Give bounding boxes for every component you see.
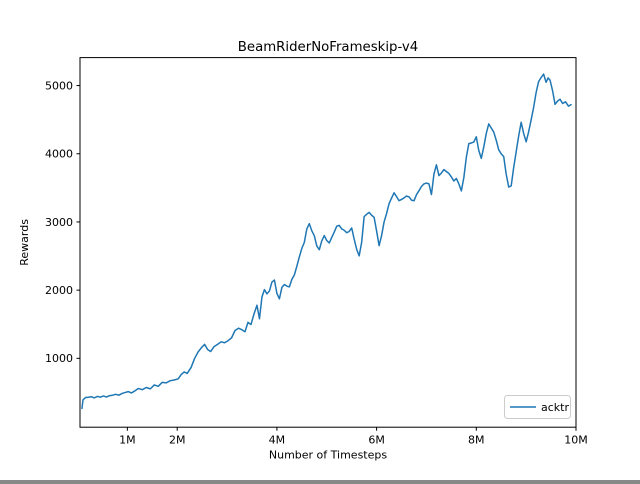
x-tick-label: 2M	[169, 433, 186, 446]
y-tick-label: 4000	[45, 148, 73, 161]
y-tick-label: 1000	[45, 352, 73, 365]
plot-frame	[79, 57, 577, 428]
reward-line-acktr	[81, 73, 572, 410]
x-axis-ticks: 1M 2M 4M 6M 8M 10M	[119, 427, 588, 446]
x-tick-label: 8M	[468, 433, 485, 446]
legend-label-acktr: acktr	[541, 401, 569, 414]
y-tick-label: 3000	[45, 216, 73, 229]
legend-box	[504, 395, 571, 419]
x-tick-label: 10M	[564, 433, 588, 446]
x-tick-label: 4M	[269, 433, 286, 446]
x-axis-label: Number of Timesteps	[269, 449, 387, 462]
y-axis-label: Rewards	[18, 219, 31, 266]
x-tick-label: 1M	[119, 433, 136, 446]
y-tick-label: 5000	[45, 79, 73, 92]
x-tick-label: 6M	[368, 433, 385, 446]
y-tick-label: 2000	[45, 284, 73, 297]
legend: acktr	[504, 395, 571, 419]
y-axis-ticks: 1000 2000 3000 4000 5000	[45, 79, 80, 365]
chart-title: BeamRiderNoFrameskip-v4	[238, 40, 418, 55]
